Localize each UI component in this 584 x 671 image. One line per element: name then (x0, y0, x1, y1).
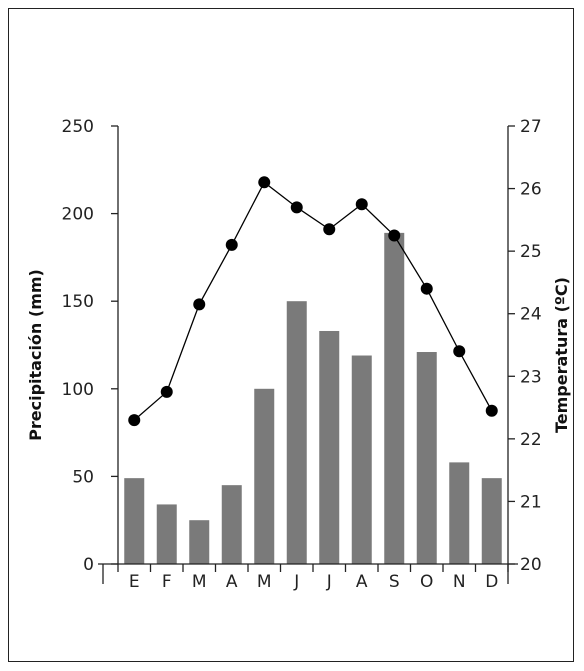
temperature-point (160, 385, 173, 398)
temperature-line-layer (128, 176, 498, 427)
precipitation-bar (221, 485, 242, 564)
temperature-point (258, 176, 271, 189)
x-axis-tick-label: M (192, 572, 207, 592)
temperature-point (355, 198, 368, 211)
precipitation-bar (416, 352, 437, 564)
temperature-point (193, 298, 206, 311)
left-axis-tick-label: 100 (62, 380, 94, 400)
right-axis-tick-label: 21 (520, 492, 542, 512)
right-axis-tick-label: 22 (520, 430, 542, 450)
temperature-line (133, 181, 493, 421)
x-axis-tick-label: N (453, 572, 466, 592)
x-axis-tick-label: A (356, 572, 368, 592)
x-axis-tick-label: M (257, 572, 272, 592)
right-axis-tick-label: 25 (520, 242, 542, 262)
temperature-point (388, 229, 401, 242)
temperature-point (485, 404, 498, 417)
temperature-point (290, 201, 303, 214)
temperature-point (225, 238, 238, 251)
temperature-point (453, 345, 466, 358)
x-axis-tick-label: S (389, 572, 400, 592)
x-axis-tick-label: J (326, 572, 332, 592)
right-axis-tick-label: 23 (520, 367, 542, 387)
right-axis-tick-label: 27 (520, 117, 542, 137)
right-axis-tick-label: 26 (520, 180, 542, 200)
precipitation-bar (254, 388, 275, 564)
x-axis-tick-label: D (485, 572, 498, 592)
precipitation-bar (481, 478, 502, 564)
precipitation-bar (156, 504, 177, 564)
left-axis-tick-label: 50 (72, 467, 94, 487)
precipitation-bar (319, 330, 340, 564)
x-axis-tick-label: J (293, 572, 299, 592)
temperature-point (420, 282, 433, 295)
temperature-point (323, 223, 336, 236)
x-axis-tick-label: F (162, 572, 172, 592)
left-axis-tick-label: 200 (62, 205, 94, 225)
left-axis-tick-label: 250 (62, 117, 94, 137)
precipitation-bar (286, 301, 307, 564)
right-axis-tick-label: 24 (520, 305, 542, 325)
x-axis-tick-label: E (129, 572, 140, 592)
temperature-point (128, 414, 141, 427)
precipitation-bar (189, 520, 210, 564)
precipitation-bar (384, 232, 405, 564)
precipitation-bar (124, 478, 145, 564)
precipitation-bar (449, 462, 470, 564)
left-axis-tick-label: 150 (62, 292, 94, 312)
right-axis-title: Temperatura (ºC) (552, 277, 571, 433)
left-axis-title: Precipitación (mm) (26, 269, 45, 441)
left-axis-tick-label: 0 (83, 555, 94, 575)
right-axis-tick-label: 20 (520, 555, 542, 575)
precipitation-bar (351, 355, 372, 564)
x-axis-tick-label: O (420, 572, 433, 592)
precipitation-bars (124, 232, 502, 564)
x-axis-tick-label: A (226, 572, 238, 592)
